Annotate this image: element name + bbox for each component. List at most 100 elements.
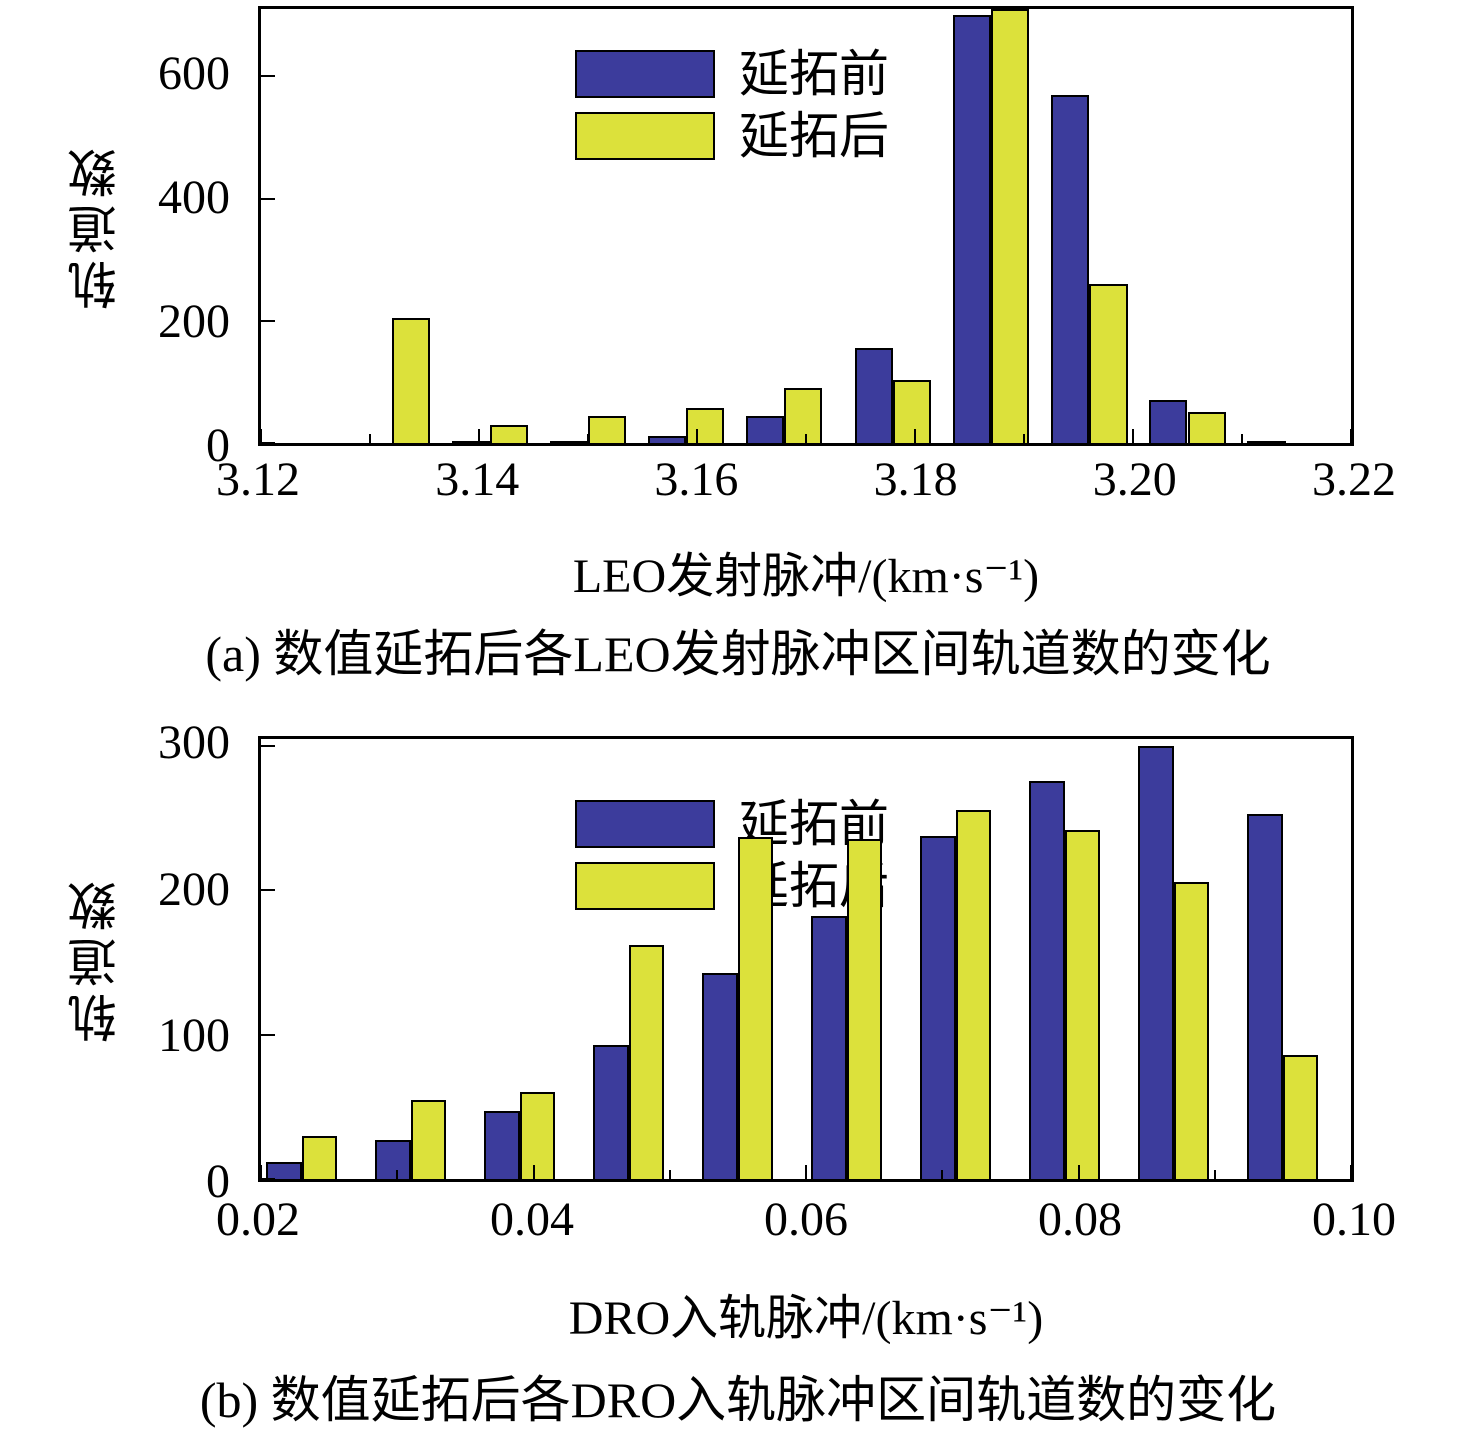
x-tick-mark <box>1132 429 1134 443</box>
x-tick-mark <box>260 1165 262 1179</box>
bar <box>1029 780 1065 1179</box>
x-minor-tick-mark <box>396 1170 399 1179</box>
bar <box>519 1092 556 1179</box>
y-tick-label: 300 <box>158 716 230 770</box>
bar <box>1282 1054 1319 1179</box>
bar <box>1173 881 1210 1179</box>
bar <box>784 388 823 443</box>
bar <box>893 380 932 443</box>
x-tick-mark <box>478 429 480 443</box>
x-tick-mark <box>260 429 262 443</box>
legend-entry-after: 延拓后 <box>575 111 889 161</box>
bar <box>686 407 725 443</box>
x-axis-label: DRO入轨脉冲/(km·s⁻¹) <box>568 1292 1044 1345</box>
y-axis-tick-labels: 0 100 200 300 <box>0 719 246 1206</box>
x-minor-tick-mark <box>1241 434 1243 443</box>
bar <box>484 1111 520 1179</box>
y-tick-label: 200 <box>158 295 230 349</box>
bar <box>1138 746 1174 1179</box>
x-axis-tick-labels: 3.12 3.14 3.16 3.18 3.20 3.22 <box>216 453 1396 516</box>
x-tick-label: 3.16 <box>654 453 739 506</box>
x-tick-mark <box>1350 1165 1352 1179</box>
y-tick-mark <box>261 319 275 322</box>
chart-caption: (a) 数值延拓后各LEO发射脉冲区间轨道数的变化 <box>205 626 1271 682</box>
x-minor-tick-mark <box>369 434 371 443</box>
x-axis-tick-labels: 0.02 0.04 0.06 0.08 0.10 <box>216 1193 1396 1256</box>
chart-caption: (b) 数值延拓后各DRO入轨脉冲区间轨道数的变化 <box>199 1372 1277 1428</box>
y-tick-mark <box>261 75 275 78</box>
bar <box>811 916 847 1179</box>
chart-leo-histogram: 轨道数 0 200 400 600 延拓前 延拓后 3.12 3.14 3.16 3.18 3… <box>0 0 1476 712</box>
bar <box>991 9 1030 443</box>
bar <box>737 837 774 1179</box>
bar <box>375 1140 411 1179</box>
bar <box>855 348 894 443</box>
x-minor-tick-mark <box>587 434 589 443</box>
bar <box>1247 814 1283 1179</box>
x-tick-mark <box>1077 1165 1080 1179</box>
x-tick-label: 3.18 <box>873 453 958 506</box>
y-tick-mark <box>261 889 275 892</box>
bar <box>1051 94 1090 443</box>
legend-entry-after: 延拓后 <box>575 861 889 911</box>
y-tick-label: 600 <box>158 47 230 101</box>
bar <box>746 415 785 443</box>
chart-dro-histogram: 轨道数 0 100 200 300 延拓前 延拓后 0.02 0.04 0.06 0.08 0… <box>0 712 1476 1428</box>
x-tick-mark <box>532 1165 535 1179</box>
y-tick-label: 400 <box>158 171 230 225</box>
legend: 延拓前 延拓后 <box>575 799 889 911</box>
x-axis-label: LEO发射脉冲/(km·s⁻¹) <box>572 550 1040 603</box>
x-tick-label: 3.20 <box>1092 453 1177 506</box>
legend-swatch-before <box>575 800 715 848</box>
legend-swatch-before <box>575 50 715 98</box>
x-minor-tick-mark <box>1213 1170 1216 1179</box>
legend: 延拓前 延拓后 <box>575 49 889 161</box>
bar <box>647 435 687 443</box>
y-axis-tick-labels: 0 200 400 600 <box>0 6 246 470</box>
x-tick-label: 0.08 <box>1038 1193 1122 1246</box>
y-tick-label: 0 <box>206 419 230 472</box>
bar <box>1064 829 1101 1179</box>
y-tick-mark <box>261 1033 275 1036</box>
bar <box>489 424 529 443</box>
bar <box>391 317 430 443</box>
y-tick-mark <box>261 745 275 748</box>
bar <box>451 441 490 443</box>
x-tick-label: 3.22 <box>1312 453 1396 506</box>
y-tick-mark <box>261 197 275 200</box>
x-minor-tick-mark <box>805 434 807 443</box>
bar <box>702 972 738 1179</box>
y-tick-label: 200 <box>158 862 230 916</box>
plot-area: 延拓前 延拓后 <box>258 6 1354 446</box>
x-tick-label: 3.12 <box>216 453 300 506</box>
bar <box>953 15 992 443</box>
bar <box>1149 400 1188 443</box>
x-tick-mark <box>805 1165 807 1179</box>
x-tick-mark <box>696 429 698 443</box>
bar <box>266 1161 302 1179</box>
x-tick-label: 0.02 <box>216 1193 300 1246</box>
bar <box>955 809 992 1179</box>
x-minor-tick-mark <box>668 1170 671 1179</box>
bar <box>1089 284 1128 443</box>
legend-entry-before: 延拓前 <box>575 49 889 99</box>
bar <box>628 945 665 1179</box>
x-minor-tick-mark <box>1023 434 1025 443</box>
bar <box>1247 441 1286 443</box>
bar <box>549 441 588 443</box>
bar <box>301 1135 338 1179</box>
bar <box>593 1044 629 1179</box>
bar <box>588 415 627 443</box>
y-tick-label: 0 <box>206 1155 230 1208</box>
x-tick-label: 0.10 <box>1312 1193 1396 1246</box>
x-tick-mark <box>914 429 916 443</box>
y-tick-mark <box>261 1178 275 1180</box>
legend-label-after: 延拓后 <box>739 108 889 164</box>
plot-area: 延拓前 延拓后 <box>258 736 1354 1182</box>
legend-swatch-after <box>575 112 715 160</box>
bar <box>410 1099 447 1179</box>
x-tick-mark <box>1350 429 1352 443</box>
x-minor-tick-mark <box>941 1170 944 1179</box>
bar <box>920 835 956 1179</box>
y-tick-label: 100 <box>158 1008 230 1062</box>
